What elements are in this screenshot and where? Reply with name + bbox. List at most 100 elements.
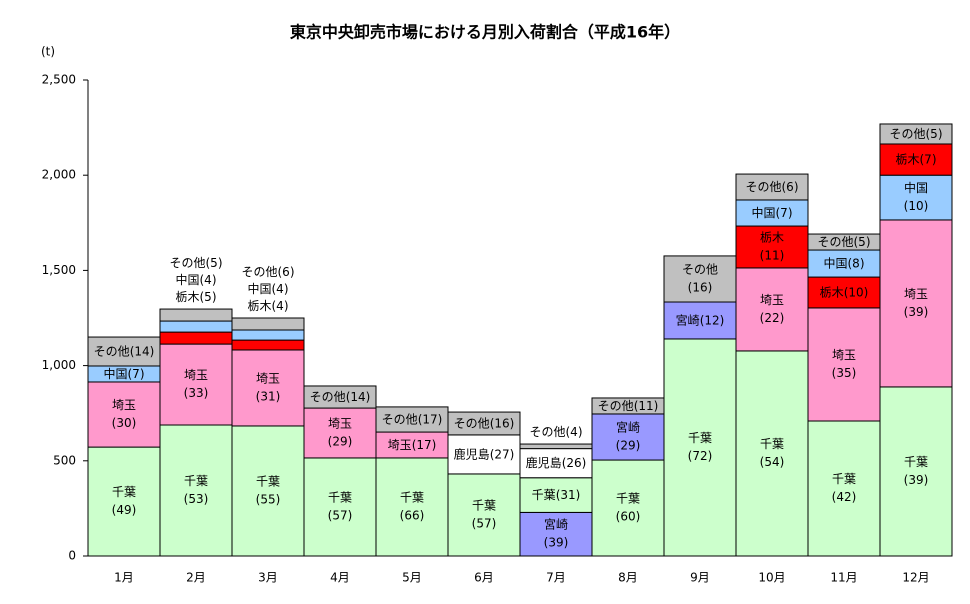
segment-name: 鹿児島	[454, 446, 490, 461]
segment-name: 栃木	[247, 299, 271, 313]
x-tick-label: 12月	[902, 571, 929, 585]
segment-share: (5)	[854, 235, 871, 249]
segment-share: (17)	[418, 412, 443, 426]
segment-name: 宮崎	[676, 312, 700, 327]
x-tick-label: 4月	[330, 571, 350, 585]
x-tick-label: 9月	[690, 571, 710, 585]
x-tick-label: 1月	[114, 571, 134, 585]
y-tick-label: 0	[68, 549, 76, 563]
segment-share: (60)	[616, 510, 641, 524]
y-tick-label: 2,000	[42, 168, 76, 182]
segment-name: その他	[454, 416, 490, 430]
bar-segment	[447, 473, 521, 557]
segment-share: (10)	[904, 199, 929, 213]
segment-name: その他	[94, 344, 130, 358]
segment-share: (49)	[112, 503, 137, 517]
segment-name: 宮崎	[616, 420, 640, 435]
segment-share: (5)	[926, 126, 943, 140]
data-label: 宮崎(12)	[676, 312, 725, 327]
bar-segment	[159, 331, 233, 345]
segment-share: (11)	[760, 248, 785, 262]
bar-segment	[663, 338, 737, 557]
bar-segment	[231, 425, 305, 557]
bar-segment	[447, 411, 521, 436]
segment-name: その他	[598, 398, 634, 412]
x-tick-label: 8月	[618, 571, 638, 585]
x-tick-label: 5月	[402, 571, 422, 585]
bar-segment	[87, 336, 161, 367]
segment-name: その他	[817, 235, 853, 249]
segment-name: 栃木	[895, 152, 919, 166]
segment-share: (12)	[700, 313, 725, 327]
segment-name: 埼玉	[112, 398, 136, 412]
segment-share: (22)	[760, 311, 785, 325]
data-label: その他(6)	[241, 265, 294, 279]
segment-name: 鹿児島	[526, 455, 562, 470]
segment-share: (39)	[544, 536, 569, 550]
segment-share: (42)	[832, 490, 857, 504]
data-label: 埼玉(17)	[388, 437, 437, 451]
y-unit: (t)	[41, 45, 55, 59]
segment-name: 埼玉	[256, 371, 280, 385]
segment-share: (27)	[490, 447, 515, 461]
bar-segment	[735, 267, 809, 352]
x-tick-label: 7月	[546, 571, 566, 585]
segment-name: その他	[745, 180, 781, 194]
bar-segment	[159, 424, 233, 557]
segment-share: (14)	[346, 390, 371, 404]
bar-segment	[591, 459, 665, 557]
segment-name: 中国	[823, 255, 847, 270]
segment-share: (4)	[272, 299, 289, 313]
segment-share: (53)	[184, 492, 209, 506]
segment-share: (4)	[566, 425, 583, 439]
segment-share: (5)	[200, 290, 217, 304]
bar-segment	[159, 320, 233, 333]
data-label: 中国(4)	[175, 272, 216, 287]
y-tick-label: 1,000	[42, 358, 76, 372]
bar-segment	[735, 199, 809, 227]
segment-name: 千葉	[328, 490, 352, 504]
segment-name: その他	[889, 126, 925, 140]
data-label: その他(14)	[94, 344, 155, 358]
x-tick-label: 6月	[474, 571, 494, 585]
data-label: 千葉(31)	[532, 488, 581, 502]
segment-share: (11)	[634, 398, 659, 412]
segment-share: (31)	[556, 488, 581, 502]
segment-name: 埼玉	[760, 293, 784, 307]
x-tick-label: 10月	[758, 571, 785, 585]
segment-name: 千葉	[472, 498, 496, 512]
segment-name: 中国	[247, 281, 271, 296]
segment-name: 中国	[751, 204, 775, 219]
data-label: 中国(4)	[247, 281, 288, 296]
data-label: その他(5)	[817, 235, 870, 249]
segment-share: (29)	[616, 439, 641, 453]
segment-share: (7)	[128, 366, 145, 380]
segment-name: 千葉	[688, 431, 712, 445]
segment-name: 千葉	[616, 492, 640, 506]
segment-share: (57)	[472, 516, 497, 530]
segment-name: 中国	[103, 365, 127, 380]
y-tick-label: 500	[53, 453, 76, 467]
data-label: 中国(7)	[103, 365, 144, 380]
segment-name: 埼玉	[904, 287, 928, 301]
segment-name: 千葉	[400, 490, 424, 504]
segment-share: (66)	[400, 508, 425, 522]
segment-name: その他	[682, 262, 718, 276]
segment-name: 中国	[904, 180, 928, 195]
data-label: その他(5)	[889, 126, 942, 140]
segment-share: (31)	[256, 389, 281, 403]
bar-segment	[663, 255, 737, 303]
bar-segment	[879, 174, 953, 221]
data-label: 鹿児島(27)	[454, 446, 515, 461]
data-label: 鹿児島(26)	[526, 455, 587, 470]
segment-name: その他	[529, 425, 565, 439]
data-label: その他(17)	[382, 412, 443, 426]
segment-name: 千葉	[832, 472, 856, 486]
bar-segment	[735, 173, 809, 201]
data-label: その他(4)	[529, 425, 582, 439]
segment-share: (7)	[776, 205, 793, 219]
bar-segment	[231, 349, 305, 427]
bar-segment	[231, 339, 305, 351]
data-label: 栃木(5)	[175, 290, 216, 304]
